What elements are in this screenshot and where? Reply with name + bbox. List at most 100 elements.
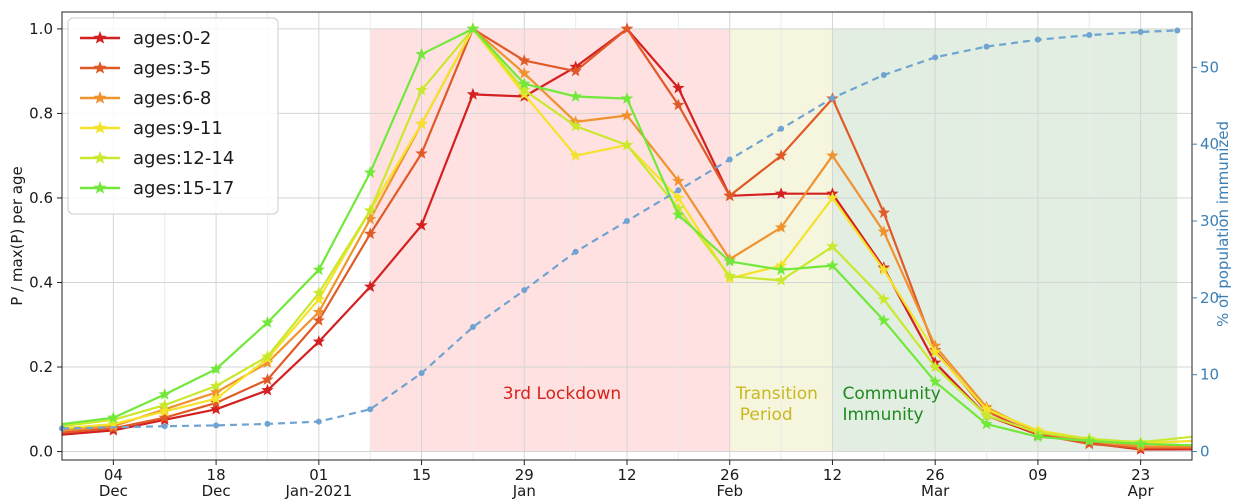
- data-point: [107, 411, 120, 423]
- legend-marker: [93, 31, 107, 44]
- period-label-community-line1: Community: [842, 384, 940, 404]
- y2-axis-title: % of population immunized: [1214, 121, 1232, 327]
- data-point: [723, 254, 736, 267]
- data-point: [415, 117, 428, 130]
- data-point: [672, 208, 685, 221]
- legend-marker: [93, 181, 107, 194]
- data-point: [209, 385, 223, 398]
- x-tick-month-label: Dec: [99, 482, 128, 499]
- data-point: [261, 356, 274, 369]
- data-point: [929, 375, 942, 388]
- x-tick-month-label: Mar: [921, 482, 950, 499]
- period-label-community-line2: Immunity: [842, 405, 923, 425]
- data-point: [1134, 437, 1147, 450]
- x-tick-month-label: Apr: [1128, 482, 1155, 499]
- data-point: [877, 225, 890, 238]
- legend-item: ages:6-8: [80, 88, 211, 109]
- data-point: [672, 81, 685, 94]
- data-point: [312, 263, 325, 276]
- legend-label: ages:3-5: [133, 58, 211, 79]
- data-point: [415, 218, 428, 231]
- data-point: [877, 263, 890, 276]
- y-tick-label: 0.0: [29, 443, 53, 461]
- data-point: [312, 335, 325, 347]
- data-point: [1034, 36, 1041, 43]
- y2-tick-label: 20: [1200, 289, 1219, 307]
- data-point: [209, 402, 223, 415]
- data-point: [929, 339, 942, 352]
- x-tick-day-label: 23: [1131, 466, 1150, 484]
- data-point: [315, 418, 322, 425]
- data-point: [1137, 28, 1144, 35]
- data-point: [261, 383, 274, 396]
- data-point: [209, 396, 223, 409]
- data-point: [209, 362, 223, 375]
- data-point: [620, 138, 634, 151]
- period-label-transition-line2: Period: [740, 405, 793, 425]
- data-point: [877, 314, 890, 326]
- data-point: [364, 280, 377, 292]
- data-point: [518, 66, 531, 79]
- legend-label: ages:9-11: [133, 118, 223, 139]
- x-tick-day-label: 29: [515, 466, 534, 484]
- immunized-series: [59, 27, 1181, 432]
- data-point: [469, 324, 476, 331]
- data-point: [364, 212, 377, 225]
- data-point: [778, 125, 785, 132]
- data-point: [569, 119, 582, 132]
- x-tick-month-label: Feb: [716, 482, 743, 499]
- period-label-transition-line1: Transition: [735, 384, 818, 404]
- data-point: [774, 273, 788, 286]
- data-point: [723, 269, 736, 282]
- y-tick-label: 0.4: [29, 273, 53, 291]
- data-point: [158, 387, 171, 400]
- data-point: [367, 406, 374, 413]
- data-point: [877, 292, 890, 305]
- x-tick-day-label: 01: [309, 466, 328, 484]
- data-point: [672, 202, 685, 214]
- data-point: [312, 314, 325, 326]
- data-point: [572, 248, 579, 255]
- legend-box: [67, 17, 279, 215]
- data-point: [364, 227, 377, 240]
- data-point: [826, 149, 839, 161]
- y-tick-label: 0.2: [29, 358, 53, 376]
- y2-tick-label: 30: [1200, 212, 1219, 230]
- y2-tick-label: 10: [1200, 366, 1219, 384]
- data-point: [466, 87, 480, 100]
- y-tick-label: 0.8: [29, 104, 53, 122]
- data-point: [672, 98, 685, 111]
- data-point: [624, 218, 630, 225]
- data-point: [364, 204, 377, 216]
- data-point: [774, 149, 788, 161]
- x-tick-day-label: 09: [1028, 466, 1047, 484]
- data-point: [415, 83, 428, 96]
- data-point: [209, 379, 223, 392]
- x-tick-day-label: 12: [823, 466, 842, 484]
- data-point: [518, 87, 531, 100]
- x-tick-month-label: Dec: [202, 482, 231, 499]
- legend-label: ages:6-8: [133, 88, 211, 109]
- y2-tick-label: 50: [1200, 58, 1219, 76]
- x-tick-day-label: 15: [412, 466, 431, 484]
- data-point: [980, 417, 993, 430]
- legend-marker: [93, 91, 107, 104]
- data-point: [826, 191, 839, 204]
- legend-marker: [93, 151, 107, 164]
- data-point: [158, 398, 171, 411]
- legend-marker: [93, 121, 107, 134]
- legend-item: ages:9-11: [80, 118, 223, 139]
- data-point: [675, 187, 682, 194]
- y2-tick-label: 40: [1200, 135, 1219, 153]
- plot-lines: [59, 22, 1193, 455]
- period-band-3: [832, 28, 1178, 452]
- legend-item: ages:12-14: [80, 148, 234, 169]
- x-tick-day-label: 26: [926, 466, 945, 484]
- data-point: [980, 402, 993, 415]
- data-point: [929, 360, 942, 373]
- data-point: [932, 54, 939, 61]
- data-point: [672, 174, 685, 187]
- series-ages-15-17: [61, 22, 1193, 450]
